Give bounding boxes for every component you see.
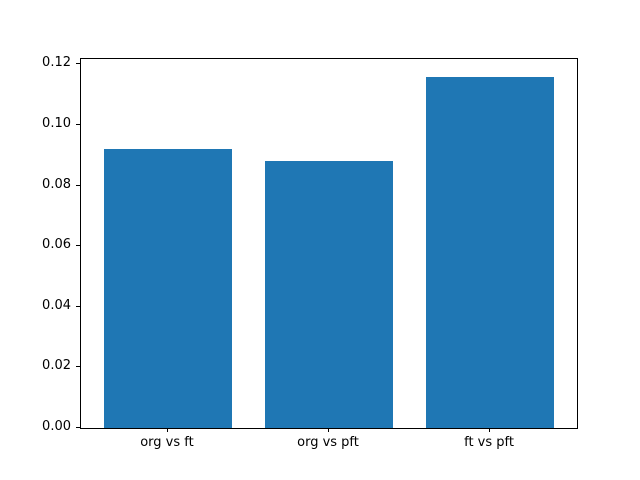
y-tick-label: 0.08 [42,176,71,192]
y-tick-label: 0.00 [42,419,71,434]
y-tick-label: 0.10 [42,116,71,132]
x-tick-mark [166,428,168,432]
y-tick-mark [76,366,80,368]
y-tick-label: 0.04 [42,297,71,313]
y-tick-mark [76,245,80,247]
x-tick-mark [328,428,329,432]
x-tick-label: ft vs pft [464,435,514,450]
bar-ft-vs-pft [425,76,555,428]
y-tick-label: 0.06 [42,237,71,253]
y-tick-label: 0.12 [42,55,71,71]
x-tick-label: org vs ft [140,435,194,450]
y-tick-mark [76,184,80,186]
y-tick-label: 0.02 [42,358,71,374]
y-tick-mark [76,124,80,126]
bar-org-vs-ft [103,149,233,428]
plot-area [80,58,578,429]
y-tick-mark [76,305,80,307]
bar-org-vs-pft [264,161,394,428]
x-tick-mark [489,428,491,432]
y-tick-mark [76,63,80,65]
x-tick-label: org vs pft [297,435,359,450]
y-tick-mark [76,427,80,428]
